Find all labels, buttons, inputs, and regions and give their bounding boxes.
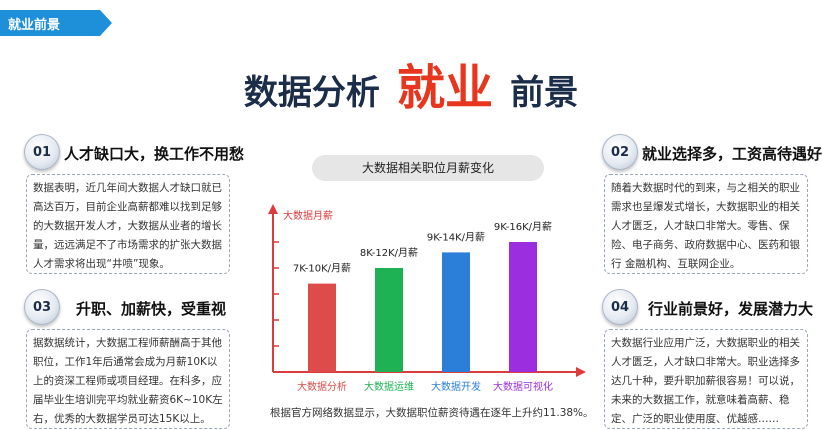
badge-03: 03: [24, 289, 60, 325]
page-headline: 数据分析 就业 前景: [0, 48, 822, 118]
bar-value-label: 7K-10K/月薪: [293, 263, 351, 275]
section-title-job-choices: 就业选择多，工资高待遇好: [642, 145, 822, 163]
badge-number: 03: [32, 299, 52, 315]
y-axis-label: 大数据月薪: [283, 209, 333, 222]
text-line: 人才需求将出现“井喷”现象。: [33, 258, 170, 270]
text-line: 随着大数据时代的到来，与之相关的职业: [611, 182, 800, 194]
text-line: 据数据统计，大数据工程师薪酬高于其他: [33, 337, 222, 349]
text-line: 的大数据开发人才，大数据从业者的增长: [33, 220, 222, 232]
text-line: 行 金融机构、互联网企业。: [611, 258, 741, 270]
badge-02: 02: [602, 134, 638, 170]
badge-01: 01: [24, 134, 60, 170]
badge-number: 02: [610, 144, 630, 160]
tag-arrow-shape: [0, 10, 112, 36]
text-line: 职位，工作1年后通常会成为月薪10K以: [33, 356, 218, 368]
section-title-promotion: 升职、加薪快，受重视: [76, 300, 227, 318]
text-line: 人才匮乏，人才缺口非常大。零售、保: [611, 220, 790, 232]
text-line: 人才匮乏，人才缺口非常大。职业选择多: [611, 356, 800, 368]
text-line: 届毕业生培训完平均就业薪资6K~10K左: [33, 394, 223, 406]
x-axis-arrow: [576, 367, 586, 377]
headline-right: 前景: [510, 73, 579, 113]
section-text-talent-gap: 数据表明，近几年间大数据人才缺口就已 高达百万，目前企业高薪都难以找到足够 的大…: [26, 174, 230, 274]
badge-number: 01: [32, 144, 52, 160]
section-title-talent-gap: 人才缺口大，换工作不用愁: [64, 145, 245, 163]
section-text-promotion: 据数据统计，大数据工程师薪酬高于其他 职位，工作1年后通常会成为月薪10K以 上…: [26, 329, 230, 429]
bar-4: [509, 242, 537, 372]
x-tick-label: 大数据开发: [431, 380, 481, 393]
text-line: 量，远远满足不了市场需求的扩张大数据: [33, 239, 222, 251]
x-tick-label: 大数据可视化: [493, 380, 553, 393]
text-line: 达几十种，要升职加薪很容易！可以说，: [611, 375, 800, 387]
headline-left: 数据分析: [243, 73, 380, 113]
section-text-industry-outlook: 大数据行业应用广泛，大数据职业的相关 人才匮乏，人才缺口非常大。职业选择多 达几…: [604, 329, 808, 429]
x-tick-label: 大数据分析: [297, 380, 347, 393]
section-title-industry-outlook: 行业前景好，发展潜力大: [648, 300, 814, 318]
footnote: 根据官方网络数据显示，大数据职位薪资待遇在逐年上升约11.38%。: [270, 407, 594, 419]
bar-value-label: 8K-12K/月薪: [360, 247, 418, 259]
bar-3: [442, 252, 470, 372]
headline-highlight: 就业: [396, 60, 493, 116]
text-line: 未来的大数据工作，就意味着高薪、稳: [611, 394, 790, 406]
text-line: 上的资深工程师或项目经理。在科多，应: [33, 375, 222, 387]
y-axis-arrow: [268, 204, 278, 214]
text-line: 数据表明，近几年间大数据人才缺口就已: [33, 182, 222, 194]
bar-value-label: 9K-16K/月薪: [494, 221, 552, 233]
chart-title: 大数据相关职位月薪变化: [312, 155, 544, 181]
badge-04: 04: [602, 289, 638, 325]
badge-number: 04: [610, 299, 630, 315]
tag-label: 就业前景: [8, 18, 61, 33]
bar-value-label: 9K-14K/月薪: [427, 231, 485, 243]
text-line: 高达百万，目前企业高薪都难以找到足够: [33, 201, 222, 213]
text-line: 需求也呈爆发式增长，大数据职业的相关: [611, 201, 800, 213]
bar-2: [375, 268, 403, 372]
text-line: 右，优秀的大数据学员可达15K以上。: [33, 413, 211, 425]
bar-1: [308, 283, 336, 372]
section-tag: 就业前景: [0, 10, 112, 36]
text-line: 险、电子商务、政府数据中心、医药和银: [611, 239, 800, 251]
text-line: 大数据行业应用广泛，大数据职业的相关: [611, 337, 800, 349]
x-tick-label: 大数据运维: [364, 380, 414, 393]
text-line: 定、广泛的职业使用度、优越感……: [611, 413, 779, 425]
section-text-job-choices: 随着大数据时代的到来，与之相关的职业 需求也呈爆发式增长，大数据职业的相关 人才…: [604, 174, 808, 274]
